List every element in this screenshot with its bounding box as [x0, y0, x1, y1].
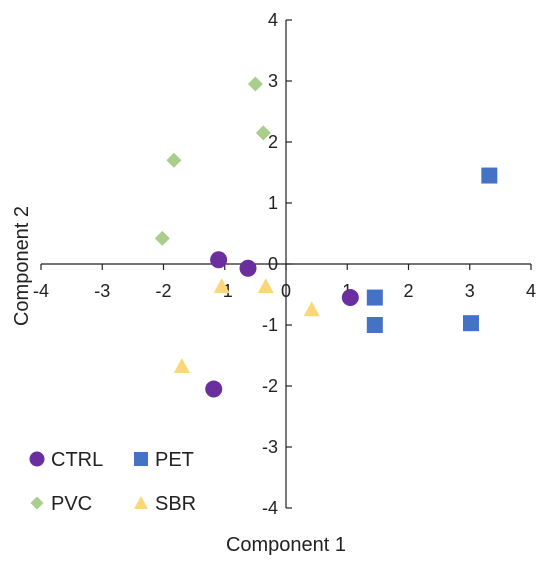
legend: CTRL PET PVC SBR — [29, 449, 196, 515]
y-tick-label: -3 — [262, 437, 278, 457]
legend-marker-sbr — [134, 496, 148, 509]
legend-marker-ctrl — [29, 451, 45, 467]
data-point-pvc — [166, 152, 182, 168]
x-tick-label: -4 — [33, 281, 49, 301]
data-point-pet — [366, 289, 383, 306]
legend-label-ctrl: CTRL — [51, 449, 103, 471]
legend-marker-pet — [134, 452, 148, 466]
y-tick-label: -4 — [262, 498, 278, 518]
data-point-sbr — [257, 278, 274, 294]
y-tick-label: -2 — [262, 376, 278, 396]
legend-label-pvc: PVC — [51, 493, 92, 515]
legend-marker-pvc — [30, 496, 44, 510]
data-point-pet — [481, 167, 498, 184]
legend-label-pet: PET — [155, 449, 194, 471]
data-point-pvc — [255, 125, 271, 141]
y-tick-label: -1 — [262, 315, 278, 335]
y-tick-label: 0 — [268, 254, 278, 274]
data-point-pet — [366, 317, 383, 333]
data-point-pvc — [247, 76, 263, 92]
y-tick-label: 4 — [268, 10, 278, 30]
x-axis-title: Component 1 — [226, 534, 346, 556]
data-points — [154, 76, 498, 398]
x-tick-label: 0 — [281, 281, 291, 301]
x-tick-label: -2 — [155, 281, 171, 301]
data-point-ctrl — [239, 259, 257, 277]
data-point-pvc — [154, 230, 170, 246]
data-point-ctrl — [205, 380, 223, 398]
x-tick-label: -3 — [94, 281, 110, 301]
data-point-pet — [462, 315, 479, 332]
data-point-ctrl — [341, 289, 359, 307]
data-point-sbr — [173, 357, 190, 373]
y-axis-title: Component 2 — [11, 206, 33, 326]
x-tick-label: 4 — [526, 281, 536, 301]
x-tick-label: 3 — [465, 281, 475, 301]
y-tick-label: 1 — [268, 193, 278, 213]
y-tick-label: 3 — [268, 71, 278, 91]
data-point-ctrl — [210, 251, 228, 269]
x-tick-label: 2 — [403, 281, 413, 301]
data-point-sbr — [303, 301, 320, 317]
legend-label-sbr: SBR — [155, 493, 196, 515]
y-tick-label: 2 — [268, 132, 278, 152]
data-point-sbr — [213, 278, 230, 294]
